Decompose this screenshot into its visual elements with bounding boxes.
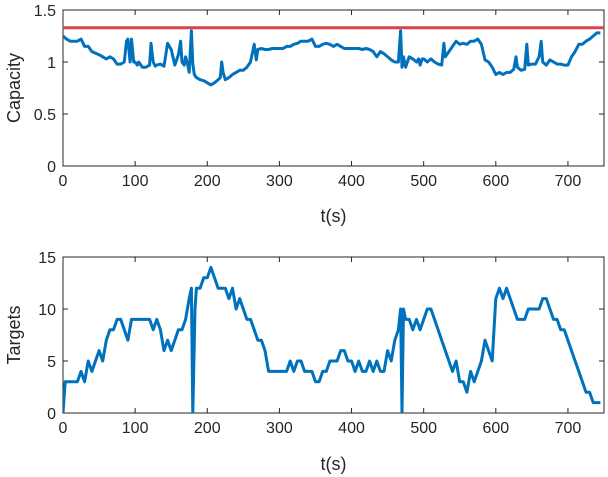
y-axis-label: Capacity bbox=[4, 53, 24, 123]
x-tick-label: 0 bbox=[59, 420, 68, 437]
subplot-1: 0 100 200 300 400 500 600 700 0 0.5 1 1.5 t(s) Capaci… bbox=[4, 3, 605, 226]
x-tick-label: 100 bbox=[122, 173, 149, 190]
x-axis-label: t(s) bbox=[321, 454, 347, 474]
x-tick-label: 300 bbox=[266, 420, 293, 437]
y-tick-label: 1 bbox=[47, 55, 56, 72]
x-tick-label: 200 bbox=[194, 173, 221, 190]
x-tick-label: 300 bbox=[266, 173, 293, 190]
x-tick-label: 500 bbox=[410, 420, 437, 437]
x-tick-label: 700 bbox=[555, 173, 582, 190]
y-axis-label: Targets bbox=[4, 305, 24, 364]
y-tick-label: 15 bbox=[38, 250, 56, 267]
x-tick-label: 600 bbox=[482, 173, 509, 190]
x-tick-label: 700 bbox=[555, 420, 582, 437]
y-tick-label: 0 bbox=[47, 406, 56, 423]
x-tick-label: 200 bbox=[194, 420, 221, 437]
x-tick-label: 0 bbox=[59, 173, 68, 190]
subplot-2: 0 100 200 300 400 500 600 700 0 5 10 15 t(s) Targets bbox=[4, 250, 605, 474]
x-tick-label: 500 bbox=[410, 173, 437, 190]
y-tick-label: 1.5 bbox=[34, 3, 56, 20]
series-line-1 bbox=[63, 265, 601, 413]
x-tick-label: 600 bbox=[482, 420, 509, 437]
axes-box bbox=[62, 256, 605, 414]
x-axis-label: t(s) bbox=[321, 206, 347, 226]
y-tick-label: 0.5 bbox=[34, 107, 56, 124]
series-line-1 bbox=[63, 29, 601, 87]
y-tick-label: 0 bbox=[47, 159, 56, 176]
y-tick-label: 10 bbox=[38, 302, 56, 319]
axes-box bbox=[62, 9, 605, 167]
x-tick-label: 400 bbox=[338, 420, 365, 437]
x-tick-label: 100 bbox=[122, 420, 149, 437]
x-tick-label: 400 bbox=[338, 173, 365, 190]
y-tick-label: 5 bbox=[47, 354, 56, 371]
